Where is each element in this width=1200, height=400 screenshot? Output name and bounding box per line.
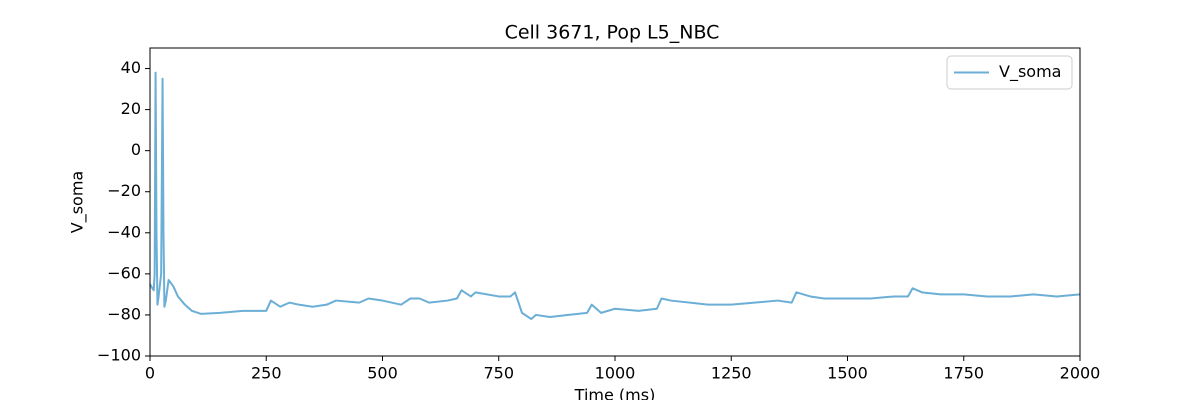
x-tick-label: 1000 xyxy=(595,364,636,383)
x-tick-label: 500 xyxy=(367,364,398,383)
y-tick-label: 40 xyxy=(121,58,141,77)
chart-title: Cell 3671, Pop L5_NBC xyxy=(505,22,720,44)
x-tick-label: 2000 xyxy=(1060,364,1101,383)
legend-label: V_soma xyxy=(999,62,1061,82)
x-tick-label: 1500 xyxy=(827,364,868,383)
x-tick-label: 1250 xyxy=(711,364,752,383)
plot-frame xyxy=(149,47,1081,357)
x-axis-label: Time (ms) xyxy=(574,386,656,400)
y-tick-label: −100 xyxy=(97,346,141,365)
y-tick-label: 20 xyxy=(121,99,141,118)
x-tick-label: 750 xyxy=(483,364,514,383)
line xyxy=(149,71,1081,321)
y-axis-label: V_soma xyxy=(68,171,88,233)
y-tick-label: −40 xyxy=(107,222,141,241)
x-tick-label: 1750 xyxy=(943,364,984,383)
y-tick-label: 0 xyxy=(131,140,141,159)
x-tick-label: 250 xyxy=(251,364,282,383)
legend-box xyxy=(946,55,1073,90)
x-tick-label: 0 xyxy=(145,364,155,383)
y-tick-label: −80 xyxy=(107,304,141,323)
y-tick-label: −60 xyxy=(107,263,141,282)
y-tick-label: −20 xyxy=(107,181,141,200)
